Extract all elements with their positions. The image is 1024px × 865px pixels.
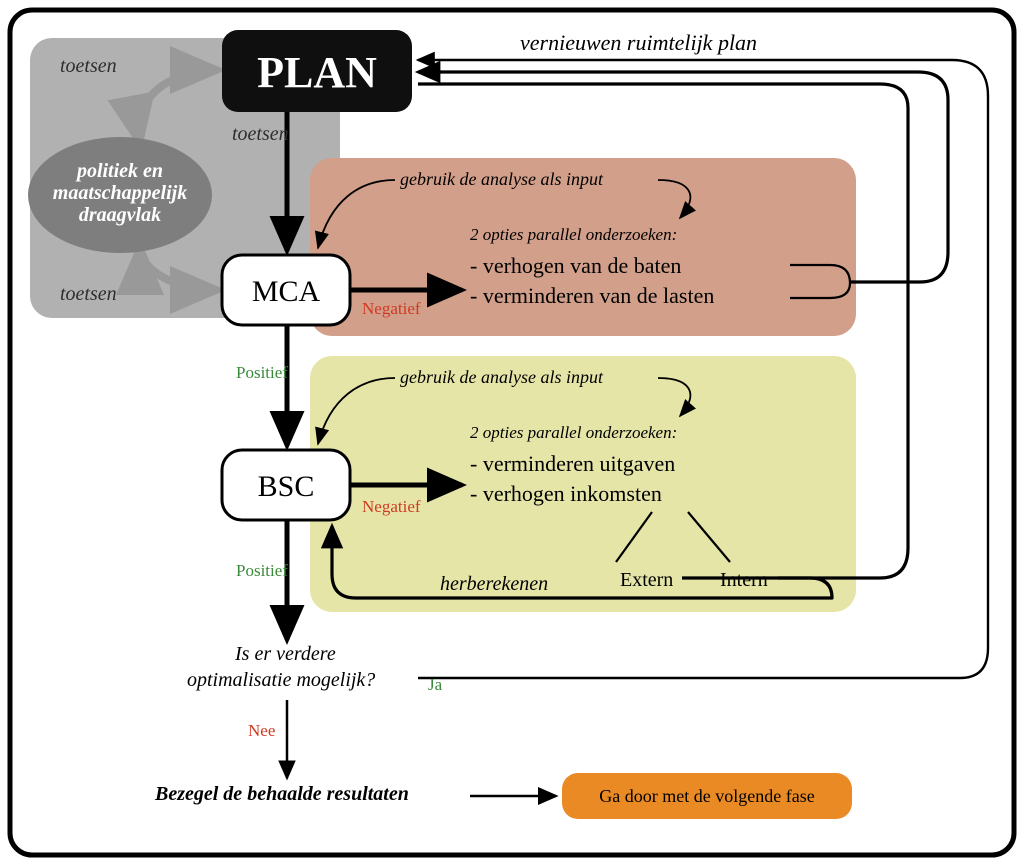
label-analyse_mca: gebruik de analyse als input [400, 169, 604, 189]
draagvlak-label-1: politiek en [75, 160, 163, 182]
label-ja: Ja [428, 675, 443, 694]
label-analyse_bsc: gebruik de analyse als input [400, 367, 604, 387]
label-intern: Intern [720, 569, 768, 591]
label-question_l1: Is er verdere [234, 643, 336, 665]
label-bsc_opt1: - verminderen uitgaven [470, 451, 675, 476]
label-question_l2: optimalisatie mogelijk? [187, 669, 375, 691]
label-negatief_bsc: Negatief [362, 497, 421, 516]
label-opties_bsc: 2 opties parallel onderzoeken: [470, 423, 677, 442]
label-toetsen_top: toetsen [60, 55, 117, 77]
diagram-frame: politiek en maatschappelijk draagvlak PL… [0, 0, 1024, 865]
label-mca_opt2: - verminderen van de lasten [470, 283, 714, 308]
label-mca_opt1: - verhogen van de baten [470, 253, 681, 278]
draagvlak-label-2: maatschappelijk [53, 182, 187, 204]
label-bsc_opt2: - verhogen inkomsten [470, 481, 662, 506]
label-nee: Nee [248, 721, 275, 740]
next-phase-label: Ga door met de volgende fase [599, 786, 814, 806]
plan-label: PLAN [257, 48, 377, 97]
label-herberekenen: herberekenen [440, 573, 548, 595]
label-opties_mca: 2 opties parallel onderzoeken: [470, 225, 677, 244]
flowchart-svg: politiek en maatschappelijk draagvlak PL… [0, 0, 1024, 865]
mca-label: MCA [252, 275, 321, 308]
draagvlak-label-3: draagvlak [79, 204, 161, 226]
label-vernieuwen: vernieuwen ruimtelijk plan [520, 30, 757, 55]
label-toetsen_right: toetsen [232, 123, 289, 145]
label-extern: Extern [620, 569, 673, 591]
label-positief_mca: Positief [236, 363, 288, 382]
label-positief_bsc: Positief [236, 561, 288, 580]
label-result: Bezegel de behaalde resultaten [154, 783, 409, 805]
label-negatief_mca: Negatief [362, 299, 421, 318]
bsc-label: BSC [258, 470, 315, 503]
label-toetsen_bottom: toetsen [60, 283, 117, 305]
